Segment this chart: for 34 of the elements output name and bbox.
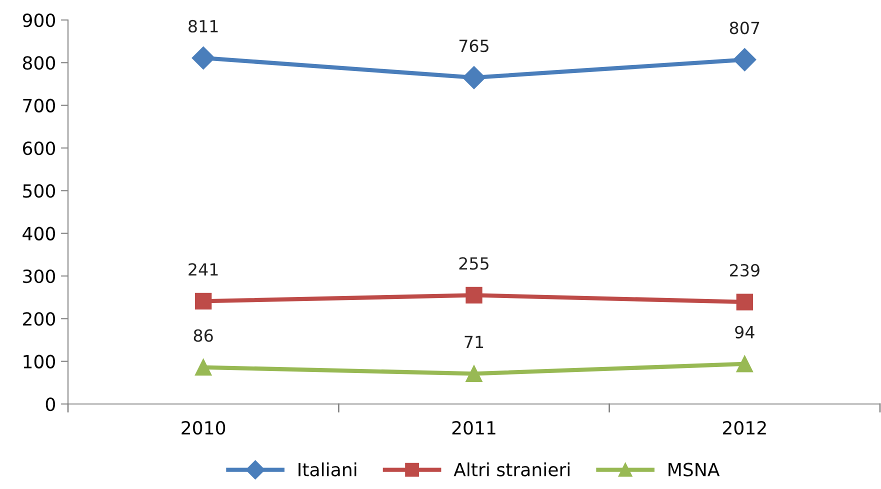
point bbox=[736, 356, 753, 372]
x-tick-label: 2010 bbox=[182, 420, 226, 435]
legend-label: MSNA bbox=[668, 462, 720, 476]
y-tick-label: 400 bbox=[22, 226, 55, 240]
y-tick-label: 800 bbox=[22, 56, 55, 70]
point bbox=[733, 48, 756, 72]
y-tick-label: 600 bbox=[22, 141, 55, 156]
data-label: 71 bbox=[464, 336, 484, 348]
point bbox=[192, 46, 215, 70]
data-label: 765 bbox=[459, 40, 488, 52]
point bbox=[736, 294, 753, 310]
data-label: 255 bbox=[459, 257, 488, 270]
y-tick-label: 300 bbox=[23, 269, 55, 284]
point bbox=[462, 66, 486, 90]
x-tick-label: 2011 bbox=[452, 420, 496, 435]
point bbox=[195, 358, 212, 376]
data-label: 239 bbox=[730, 264, 760, 277]
point bbox=[466, 365, 482, 382]
data-label: 94 bbox=[735, 326, 754, 338]
y-tick-label: 0 bbox=[46, 397, 55, 412]
y-tick-label: 500 bbox=[23, 184, 55, 198]
y-tick-label: 200 bbox=[23, 312, 55, 326]
legend-label: Altri stranieri bbox=[454, 462, 570, 476]
y-tick-label: 700 bbox=[23, 98, 55, 112]
data-label: 241 bbox=[188, 263, 218, 276]
data-label: 807 bbox=[730, 22, 760, 34]
legend-label: Italiani bbox=[298, 462, 356, 476]
data-label: 811 bbox=[188, 20, 218, 33]
y-tick-label: 100 bbox=[24, 354, 55, 368]
point bbox=[466, 286, 482, 304]
x-tick-label: 2012 bbox=[723, 420, 766, 435]
point bbox=[195, 292, 212, 310]
y-tick-label: 900 bbox=[22, 13, 55, 28]
data-label: 86 bbox=[194, 329, 213, 342]
